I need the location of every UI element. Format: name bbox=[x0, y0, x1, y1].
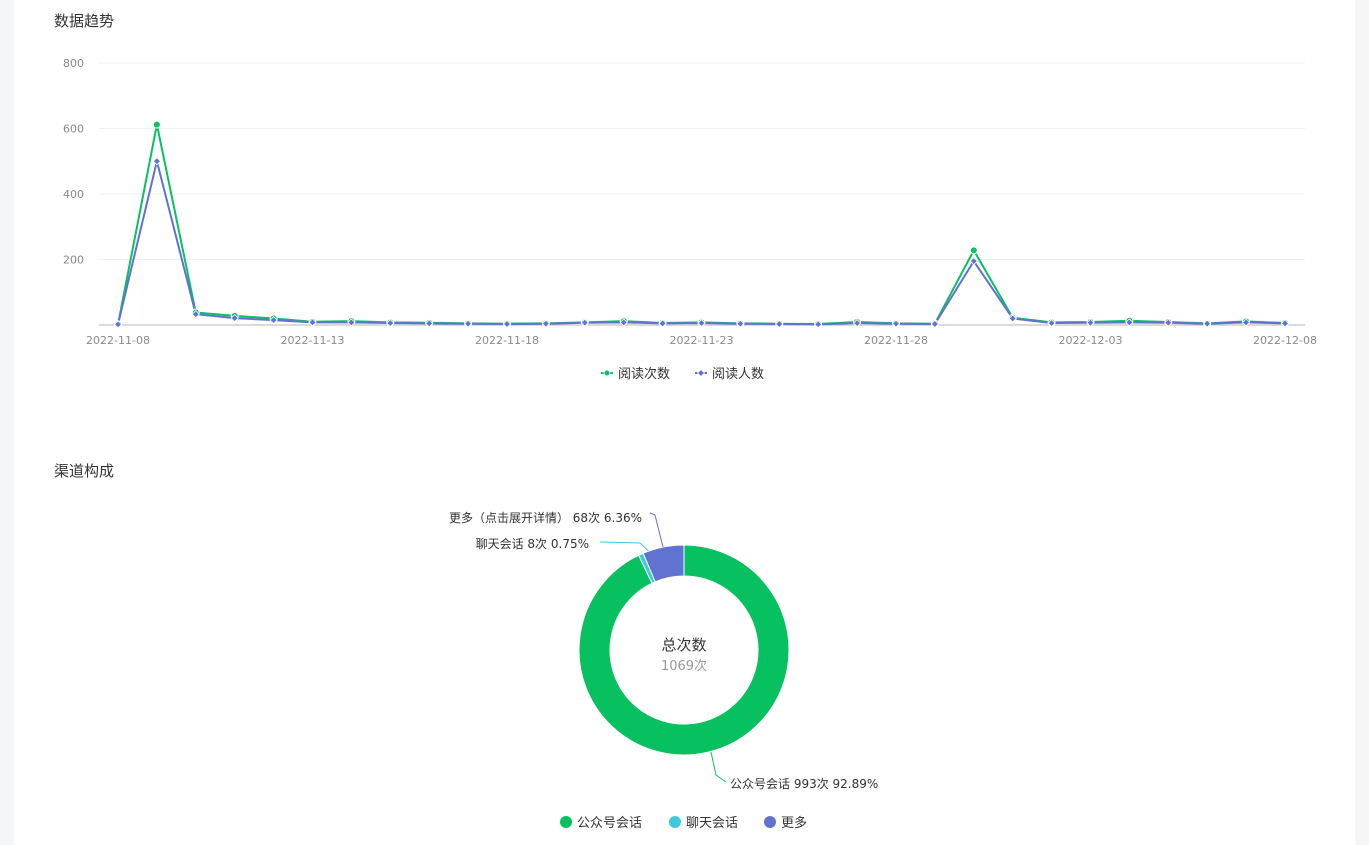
data-point-readers bbox=[619, 318, 628, 327]
slice-label-leader bbox=[649, 512, 664, 548]
x-tick-label: 2022-12-08 bbox=[1253, 334, 1317, 347]
data-point-readers bbox=[1203, 319, 1212, 328]
legend-label: 聊天会话 bbox=[686, 816, 738, 831]
data-point-readers bbox=[308, 318, 317, 327]
data-point-readers bbox=[347, 318, 356, 327]
slice-label-leader bbox=[710, 751, 727, 783]
data-point-readers bbox=[853, 318, 862, 328]
data-point-readers bbox=[1047, 318, 1056, 328]
data-point-readers bbox=[1164, 318, 1173, 327]
channel-legend: 公众号会话 聊天会话 更多 bbox=[560, 815, 807, 831]
legend-dot-icon bbox=[764, 816, 776, 828]
stats-card: 数据趋势 渠道构成 bbox=[14, 0, 1355, 845]
donut-slice-more[interactable] bbox=[642, 544, 685, 583]
slice-label: 聊天会话 8次 0.75% bbox=[476, 537, 589, 551]
x-tick-label: 2022-11-08 bbox=[86, 334, 150, 347]
data-point-readers bbox=[1280, 319, 1290, 328]
y-tick-label: 400 bbox=[63, 188, 84, 201]
data-point-readers bbox=[1242, 318, 1251, 327]
legend-item-chat[interactable]: 聊天会话 bbox=[669, 816, 738, 831]
data-point-readers bbox=[580, 318, 589, 327]
legend-label: 公众号会话 bbox=[577, 816, 642, 831]
data-point-readers bbox=[814, 320, 823, 329]
data-point-reads bbox=[152, 120, 161, 129]
data-point-readers bbox=[502, 319, 512, 329]
trend-section-title: 数据趋势 bbox=[54, 12, 115, 30]
x-tick-label: 2022-11-23 bbox=[670, 334, 734, 347]
legend-diamond-icon bbox=[696, 368, 706, 378]
slice-label[interactable]: 更多（点击展开详情） 68次 6.36% bbox=[449, 510, 642, 525]
legend-label: 更多 bbox=[781, 815, 807, 831]
legend-item-official-account[interactable]: 公众号会话 bbox=[560, 816, 642, 831]
data-point-readers bbox=[425, 319, 434, 328]
data-point-readers bbox=[230, 314, 239, 323]
legend-item-reads[interactable]: 阅读次数 bbox=[601, 366, 670, 382]
x-tick-label: 2022-11-13 bbox=[281, 334, 345, 347]
data-point-readers bbox=[1086, 318, 1095, 327]
data-point-readers bbox=[930, 319, 939, 329]
legend-dot-icon bbox=[560, 816, 572, 828]
donut-center-title: 总次数 bbox=[661, 636, 706, 654]
legend-label: 阅读次数 bbox=[618, 366, 670, 382]
data-point-reads bbox=[969, 246, 978, 255]
slice-label: 公众号会话 993次 92.89% bbox=[730, 777, 878, 791]
legend-circle-icon bbox=[603, 369, 611, 377]
data-point-readers bbox=[775, 319, 784, 329]
y-tick-label: 600 bbox=[63, 123, 84, 136]
x-tick-label: 2022-12-03 bbox=[1059, 334, 1123, 347]
donut-center-value: 1069次 bbox=[661, 658, 707, 674]
donut-slice-official-account[interactable] bbox=[578, 544, 790, 756]
data-point-readers bbox=[697, 318, 706, 328]
y-tick-label: 800 bbox=[63, 57, 84, 70]
data-point-readers bbox=[113, 320, 123, 329]
data-point-readers bbox=[541, 319, 550, 328]
x-tick-label: 2022-11-28 bbox=[864, 334, 928, 347]
channel-section-title: 渠道构成 bbox=[54, 462, 115, 480]
x-tick-label: 2022-11-18 bbox=[475, 334, 539, 347]
data-point-readers bbox=[1125, 318, 1134, 327]
data-point-readers bbox=[1008, 314, 1017, 323]
data-point-readers bbox=[386, 318, 395, 328]
data-point-readers bbox=[969, 257, 978, 266]
data-point-readers bbox=[658, 319, 667, 328]
legend-label: 阅读人数 bbox=[712, 367, 764, 382]
data-point-readers bbox=[736, 319, 745, 328]
legend-item-more[interactable]: 更多 bbox=[764, 815, 807, 831]
data-point-readers bbox=[152, 157, 161, 166]
data-point-readers bbox=[891, 319, 901, 328]
trend-line-chart: 200 400 600 800 2022-11-08 2022-11-13 2022-11-… bbox=[63, 57, 1317, 382]
data-point-readers bbox=[269, 316, 278, 325]
legend-dot-icon bbox=[669, 816, 681, 828]
trend-legend: 阅读次数 阅读人数 bbox=[601, 366, 764, 382]
data-point-readers bbox=[464, 319, 473, 328]
y-tick-label: 200 bbox=[63, 254, 84, 267]
legend-item-readers[interactable]: 阅读人数 bbox=[695, 367, 764, 382]
data-point-readers bbox=[191, 310, 200, 319]
